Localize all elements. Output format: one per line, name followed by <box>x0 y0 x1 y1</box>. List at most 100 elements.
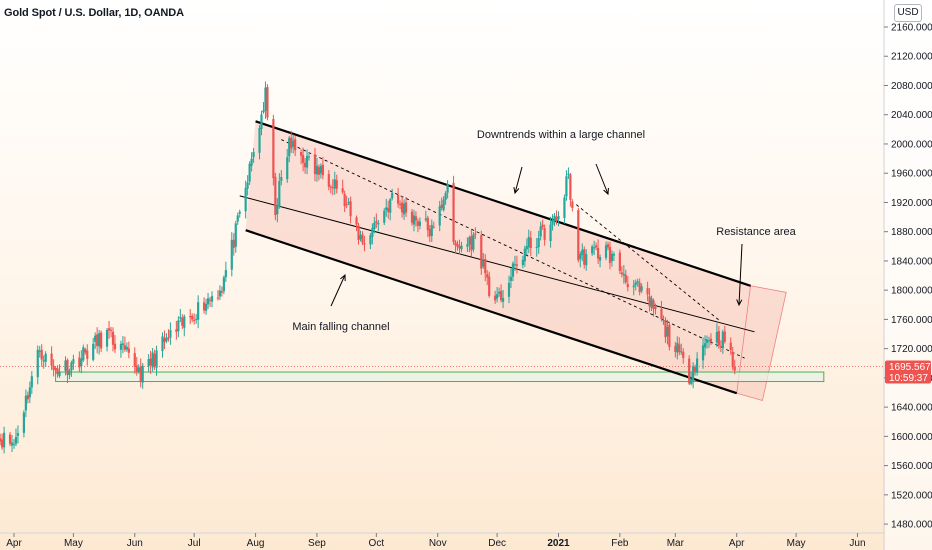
candle <box>375 213 378 228</box>
candle <box>412 209 416 232</box>
candle <box>597 239 600 264</box>
candle-body <box>204 303 208 311</box>
candle <box>721 329 724 354</box>
candle <box>424 210 427 222</box>
candle <box>723 325 726 344</box>
y-tick-label: 2160.000 <box>891 23 932 34</box>
candle-body <box>404 202 408 213</box>
candle-body <box>206 298 210 305</box>
y-tick-label: 1520.000 <box>891 490 932 501</box>
candle-body <box>541 224 544 228</box>
candle <box>404 197 408 217</box>
candle <box>68 368 71 380</box>
candle-body <box>86 350 89 359</box>
candle <box>494 290 497 304</box>
candle <box>529 230 532 257</box>
candle-body <box>347 202 350 204</box>
candle <box>86 344 89 366</box>
candle <box>624 269 627 285</box>
candle-body <box>705 339 709 343</box>
candle <box>141 362 144 389</box>
candle <box>676 336 679 360</box>
downtrend-arrow-right-head <box>603 187 609 196</box>
candle-body <box>418 221 421 226</box>
candle-body <box>482 260 485 267</box>
candle <box>303 158 307 174</box>
candle-body <box>470 236 473 251</box>
candle-body <box>319 165 322 174</box>
candle <box>678 337 681 356</box>
candle-body <box>343 193 346 207</box>
downtrend-arrow-left-shaft <box>514 166 523 194</box>
candle <box>418 217 421 230</box>
candle <box>674 342 677 358</box>
axis-background <box>885 0 932 550</box>
candle-body <box>414 216 418 221</box>
candle <box>272 114 275 186</box>
support-zone <box>55 371 825 383</box>
candle <box>402 199 406 221</box>
candle <box>208 296 212 307</box>
candle <box>579 251 582 268</box>
candle <box>26 391 29 404</box>
currency-button[interactable]: USD <box>894 4 922 22</box>
candle-body <box>466 244 469 247</box>
candle-body <box>341 188 344 193</box>
candle <box>72 354 75 370</box>
candle-body <box>363 243 366 245</box>
candle-body <box>709 338 713 342</box>
candle <box>216 290 220 301</box>
candle-body <box>557 215 560 220</box>
candle <box>238 209 241 218</box>
candle-body <box>345 204 348 206</box>
candle-body <box>499 290 503 301</box>
x-tick-label: Feb <box>611 538 629 549</box>
y-tick-label: 1960.000 <box>891 169 932 180</box>
candle <box>638 278 641 296</box>
candle <box>94 332 97 349</box>
candle <box>248 161 251 185</box>
x-tick-label: Jun <box>127 538 143 549</box>
candle-body <box>111 331 115 345</box>
candle-body <box>539 226 542 237</box>
candle <box>460 241 463 253</box>
candle <box>509 268 513 288</box>
candle-body <box>569 174 572 200</box>
candle <box>234 220 237 253</box>
candle <box>58 364 61 378</box>
candle-body <box>721 331 724 348</box>
candle-body <box>585 253 588 266</box>
candle <box>202 297 206 314</box>
candle-body <box>100 332 103 349</box>
candle <box>278 173 281 209</box>
candle <box>648 288 651 312</box>
candle <box>446 180 449 199</box>
candle <box>466 237 469 252</box>
candle <box>50 346 53 371</box>
candle-body <box>246 182 249 189</box>
last-price-value: 1695.567 <box>889 362 931 373</box>
candle <box>701 337 705 369</box>
candle-body <box>113 343 117 350</box>
candle-body <box>397 194 400 204</box>
candle <box>438 200 441 232</box>
candle-body <box>58 372 61 377</box>
candle-body <box>94 335 97 342</box>
candle-body <box>121 343 124 346</box>
candle-body <box>303 162 307 168</box>
candle <box>555 210 558 225</box>
candle-body <box>349 201 352 217</box>
candle-body <box>218 290 222 297</box>
channel-midline <box>239 195 755 333</box>
channel-lower-line <box>245 229 738 395</box>
candle-body <box>109 329 113 331</box>
candle <box>288 135 291 163</box>
candle <box>696 352 699 376</box>
candle-body <box>42 360 45 362</box>
candle <box>498 287 501 297</box>
candle-body <box>444 193 447 200</box>
x-tick-label: Oct <box>369 538 385 549</box>
candle <box>54 366 57 375</box>
candle-body <box>313 154 317 175</box>
